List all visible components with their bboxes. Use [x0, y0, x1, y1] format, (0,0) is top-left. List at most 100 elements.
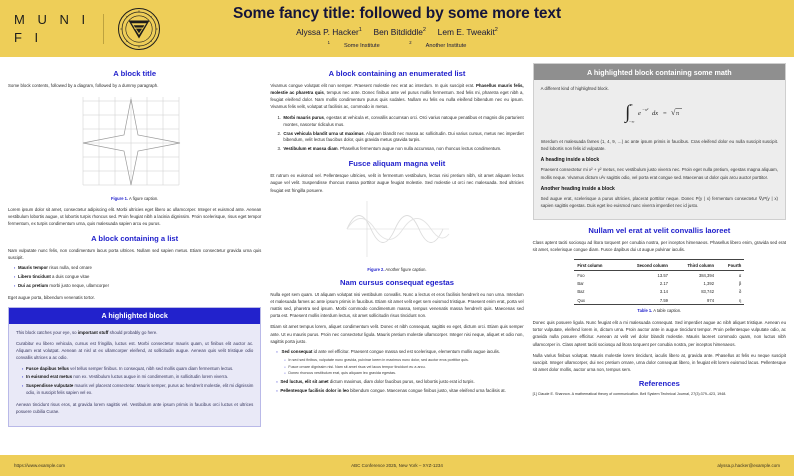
footer-conference-info: ABC Conference 2025, New York – XYZ-1234: [351, 463, 443, 468]
list-item-label: Morbi mauris purus: [283, 114, 324, 120]
brand-muni-label: M U N I: [14, 12, 90, 27]
figure-2-caption: Figure 2. Another figure caption.: [270, 267, 523, 272]
svg-text:dx: dx: [652, 110, 658, 117]
table-header-row: First column Second column Third column …: [574, 259, 745, 272]
list-item: Mauris tempor risus nulla, sed ornare: [17, 265, 261, 272]
figure-1-text: A figure caption.: [128, 196, 159, 202]
university-seal-icon: [117, 7, 161, 51]
enum-intro-pre: Vivamus congue volutpat elit non semper.…: [270, 83, 476, 88]
list-item-text: . Aliquam blandit nec massa ac sollicitu…: [283, 130, 524, 143]
table-cell: 384,394: [698, 273, 715, 278]
table-row: Foo 13.57 384,394 α: [574, 271, 744, 280]
brand-divider: [102, 13, 104, 44]
author-entry: Ben Bitdiddle2: [374, 27, 429, 37]
list-item-text: id ante vel efficitur. Praesent congue m…: [312, 348, 500, 354]
table-cell: η: [717, 295, 745, 306]
affiliation-name: Another Institute: [425, 42, 467, 49]
block-title-list-block: A block containing a list: [91, 233, 179, 243]
nullam-paragraph: Class aptent taciti sociosqu ad litora t…: [532, 240, 786, 253]
author-name: Alyssa P. Hacker: [296, 27, 359, 37]
list-item-label: Mauris tempor: [18, 264, 48, 270]
highlight-lead-pre: This block catches your eye, so: [16, 329, 78, 335]
figure-1-number: Figure 1.: [110, 196, 129, 202]
sub-list-item: Donec rhoncus vestibulum erat, quis aliq…: [287, 371, 523, 377]
enumerated-list: Morbi mauris purus, egestas at vehicula …: [282, 115, 523, 154]
math-block-sub2-paragraph: Sed augue erat, scelerisque a purus ultr…: [540, 195, 778, 208]
block-dummy-paragraph: Lorem ipsum dolor sit amet, consectetur …: [8, 207, 262, 227]
list-item-label: Fusce dapibus tellus: [26, 365, 69, 371]
svg-text:=: =: [663, 110, 667, 117]
highlight-items: Fusce dapibus tellus vel tellus semper f…: [25, 366, 253, 398]
list-item-text: mauris vel placerat consectetur. Mauris …: [26, 383, 254, 396]
nam-cursus-paragraph-2: Etiam sit amet tempus lorem, aliquet con…: [270, 324, 524, 344]
list-item-label: Suspendisse vulputate: [26, 383, 74, 389]
table-cell: δ: [738, 289, 742, 295]
author-name: Ben Bitdiddle: [373, 27, 423, 37]
list-item: Suspendisse vulputate mauris vel placera…: [25, 383, 253, 397]
math-block-body: A different kind of highlighted block. ∫…: [533, 80, 785, 220]
footer-website-link[interactable]: https://www.example.com: [14, 463, 66, 468]
math-block-heading: A highlighted block containing some math: [533, 64, 785, 80]
math-block-subheading-1: A heading inside a block: [540, 157, 600, 164]
list-item-text: dictum maximus, diam dolor faucibus puru…: [328, 379, 475, 385]
table-cell: 974: [671, 295, 718, 306]
list-item-label: Cras vehicula blandit urna ut maximus: [283, 130, 364, 136]
block-title-fusce-aliquam: Fusce aliquam magna velit: [348, 159, 446, 169]
list-item-text: morbi justo neque, ullamcorper: [48, 282, 110, 288]
list-item: Cras vehicula blandit urna ut maximus. A…: [282, 131, 523, 145]
list-item: Pellentesque facilisis dolor in leo bibe…: [279, 388, 523, 395]
math-block-lead: A different kind of highlighted block.: [540, 86, 609, 91]
highlighted-block-body: This block catches your eye, so importan…: [9, 323, 261, 426]
list-item-text: bibendum congue. Maecenas congue finibus…: [348, 387, 506, 393]
table-cell: 7.59: [618, 295, 671, 306]
svg-text:π: π: [676, 111, 679, 117]
list-item-text: non ex. Vestibulum luctus augue in mi co…: [72, 374, 229, 380]
column-3: A highlighted block containing some math…: [532, 63, 786, 455]
affiliation-marker: 1: [327, 40, 330, 45]
list-item: Vestibulum et massa diam. Phasellus ferm…: [282, 146, 523, 153]
after-table-paragraph-1: Donec quis posuere ligula. Nunc feugiat …: [532, 320, 786, 347]
brand-lockup: M U N I F I: [0, 7, 161, 51]
table-cell: 83,742: [701, 289, 715, 295]
table-header-cell: Fourth: [717, 259, 745, 272]
highlight-lead-post: should probably go here.: [108, 329, 158, 335]
footer-email-link[interactable]: alyssa.p.hacker@example.com: [717, 463, 780, 468]
block-title-nullam-vel-erat: Nullam vel erat at velit convallis laore…: [588, 226, 731, 236]
list-item: Morbi mauris purus, egestas at vehicula …: [282, 115, 523, 129]
table-header-cell: Third column: [671, 259, 718, 272]
column-1: A block title Some block contents, follo…: [8, 63, 262, 455]
table-header-cell: Second column: [618, 259, 671, 272]
table-row: Bar 2.17 1,392 β: [574, 280, 744, 288]
references-heading: References: [638, 379, 680, 389]
list-item-text: vel tellus semper finibus. In consequat,…: [68, 365, 234, 371]
enum-block-intro: Vivamus congue volutpat elit non semper.…: [270, 82, 523, 111]
figure-2-text: Another figure caption.: [384, 266, 427, 272]
table-caption: Table 1. A table caption.: [574, 308, 744, 313]
integral-formula-icon: ∫ ∞ −∞ e −x² dx = √ π: [624, 102, 683, 124]
table-row: Baz 3.14 83,742 δ: [574, 288, 744, 296]
table-row: Qux 7.59 974 η: [574, 295, 745, 306]
list-item: Sed luctus, elit sit amet dictum maximus…: [279, 379, 523, 386]
highlighted-block-heading: A highlighted block: [9, 307, 261, 324]
list-item-label: In euismod erat metus: [26, 374, 73, 380]
math-block-subheading-2: Another heading inside a block: [540, 185, 615, 192]
column-2: A block containing an enumerated list Vi…: [270, 63, 523, 455]
list-item-text: risus nulla, sed ornare: [47, 264, 92, 270]
nam-cursus-items: Sed consequat id ante vel efficitur. Pra…: [279, 349, 523, 395]
list-item: Sed consequat id ante vel efficitur. Pra…: [279, 349, 523, 377]
list-item: In euismod erat metus non ex. Vestibulum…: [25, 374, 253, 381]
highlight-lead: This block catches your eye, so importan…: [16, 329, 253, 336]
table-caption-text: A table caption.: [652, 308, 682, 314]
table-header-cell: First column: [574, 259, 619, 272]
table-cell: β: [738, 281, 742, 287]
affiliation-entry: 1 Some Institute: [321, 40, 387, 49]
list-item-label: Dui ac pretium: [18, 282, 49, 288]
reference-entry: [1] Claude E. Shannon. A mathematical th…: [532, 392, 727, 397]
list-item-text: a duis congue vitae: [50, 273, 90, 279]
table-cell: α: [738, 273, 742, 278]
list-item-label: Sed consequat: [281, 348, 313, 354]
figure-2: Figure 2. Another figure caption.: [270, 198, 523, 272]
poster-columns: A block title Some block contents, follo…: [0, 57, 794, 455]
fusce-paragraph: Et rutrum ex euismod vel. Pellentesque u…: [270, 173, 524, 193]
